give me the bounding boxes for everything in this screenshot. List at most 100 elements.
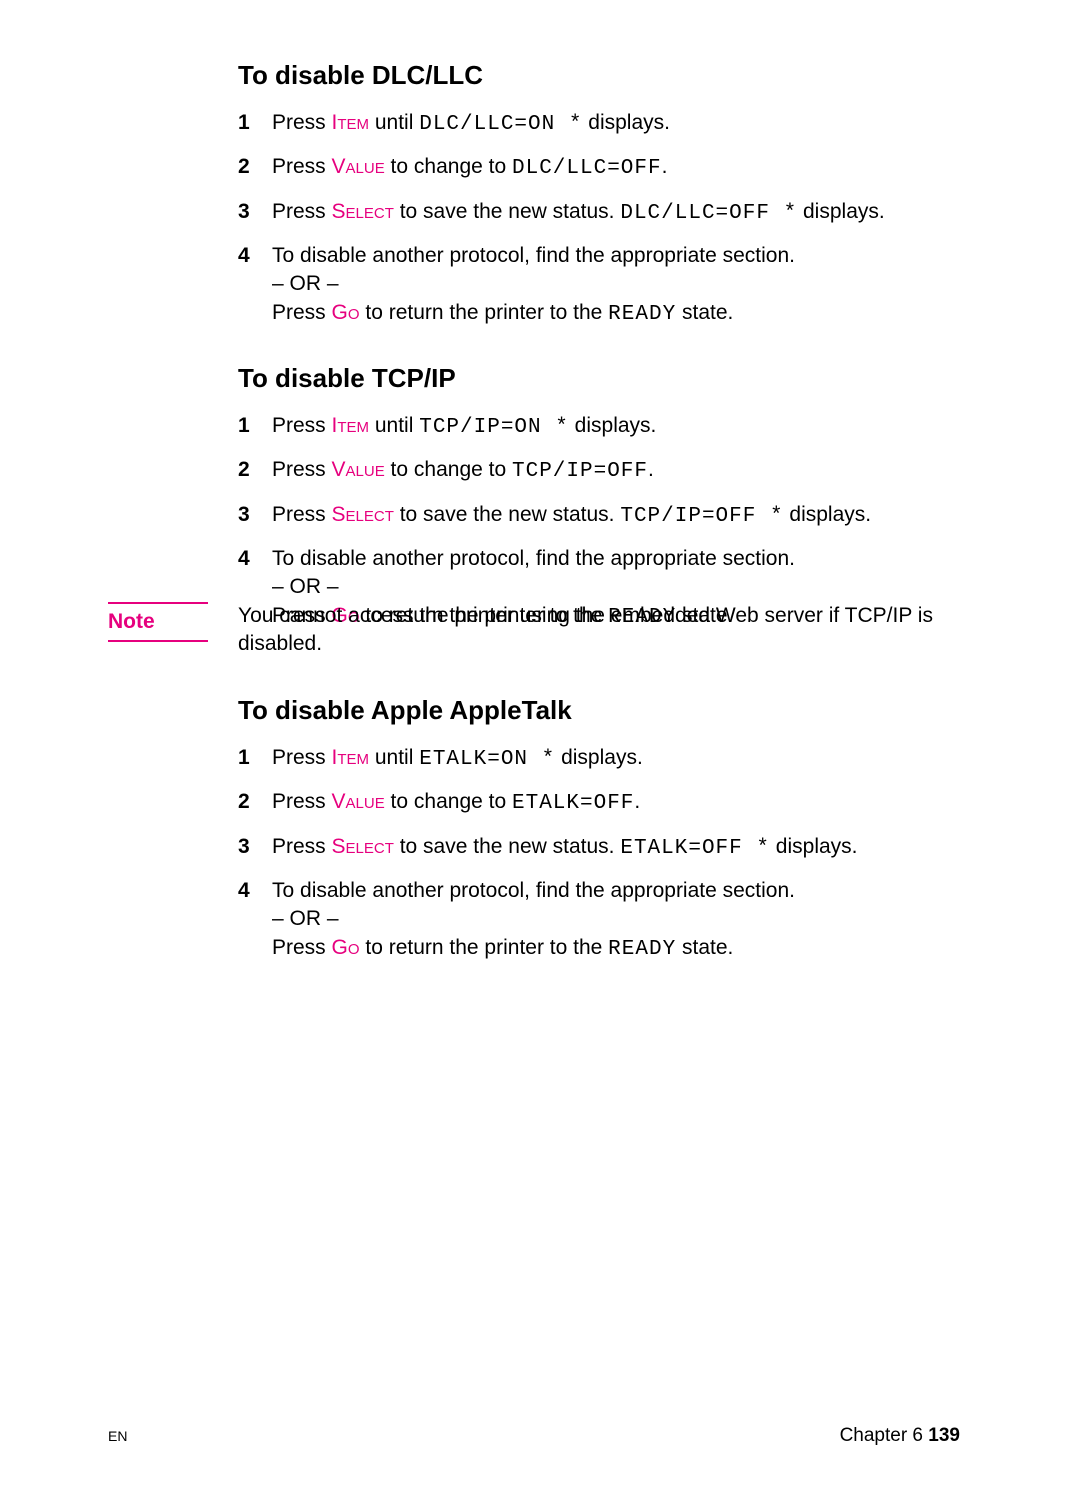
step-body: To disable another protocol, find the ap… xyxy=(272,242,958,329)
text: until xyxy=(369,414,419,437)
step-number: 4 xyxy=(238,242,272,329)
key-select: Select xyxy=(332,835,394,858)
key-select: Select xyxy=(332,200,394,223)
text: displays. xyxy=(770,835,858,858)
step-number: 2 xyxy=(238,153,272,183)
key-value: Value xyxy=(332,790,385,813)
page: To disable DLC/LLC 1 Press Item until DL… xyxy=(0,0,1080,1495)
text: Press xyxy=(272,155,332,178)
heading-tcp: To disable TCP/IP xyxy=(238,363,958,394)
step-number: 3 xyxy=(238,501,272,531)
step-number: 3 xyxy=(238,198,272,228)
text: displays. xyxy=(582,111,670,134)
text: To disable another protocol, find the ap… xyxy=(272,244,795,267)
text: To disable another protocol, find the ap… xyxy=(272,879,795,902)
footer-left: EN xyxy=(108,1428,127,1444)
step-number: 2 xyxy=(238,456,272,486)
lcd-text: DLC/LLC=OFF * xyxy=(620,202,797,225)
text: to change to xyxy=(385,155,512,178)
list-item: 4 To disable another protocol, find the … xyxy=(238,877,958,964)
lcd-text: READY xyxy=(608,303,676,326)
list-item: 3 Press Select to save the new status. E… xyxy=(238,833,958,863)
content-lower: To disable Apple AppleTalk 1 Press Item … xyxy=(238,695,958,978)
text: . xyxy=(634,790,640,813)
text: . xyxy=(662,155,668,178)
text: Press xyxy=(272,936,332,959)
text: . xyxy=(648,458,654,481)
step-number: 3 xyxy=(238,833,272,863)
footer-chapter: Chapter 6 xyxy=(840,1425,929,1446)
key-go: Go xyxy=(332,301,360,324)
lcd-text: ETALK=OFF xyxy=(512,792,634,815)
note-label: Note xyxy=(108,604,238,640)
text: state. xyxy=(676,301,733,324)
content-upper: To disable DLC/LLC 1 Press Item until DL… xyxy=(238,60,958,646)
step-number: 1 xyxy=(238,744,272,774)
step-number: 4 xyxy=(238,877,272,964)
step-number: 1 xyxy=(238,109,272,139)
list-item: 3 Press Select to save the new status. D… xyxy=(238,198,958,228)
text: Press xyxy=(272,458,332,481)
step-body: Press Item until DLC/LLC=ON * displays. xyxy=(272,109,958,139)
note-text: You cannot access the printer using the … xyxy=(238,602,958,659)
list-item: 3 Press Select to save the new status. T… xyxy=(238,501,958,531)
lcd-text: ETALK=OFF * xyxy=(620,837,770,860)
list-item: 1 Press Item until ETALK=ON * displays. xyxy=(238,744,958,774)
key-go: Go xyxy=(332,936,360,959)
text: to return the printer to the xyxy=(360,301,609,324)
text: Press xyxy=(272,746,332,769)
text: until xyxy=(369,746,419,769)
step-number: 2 xyxy=(238,788,272,818)
text: state. xyxy=(676,936,733,959)
text: to change to xyxy=(385,458,512,481)
key-item: Item xyxy=(332,111,370,134)
text: to change to xyxy=(385,790,512,813)
step-body: Press Item until TCP/IP=ON * displays. xyxy=(272,412,958,442)
text: Press xyxy=(272,503,332,526)
text: Press xyxy=(272,200,332,223)
lcd-text: DLC/LLC=OFF xyxy=(512,157,662,180)
step-body: Press Select to save the new status. DLC… xyxy=(272,198,958,228)
note-block: Note You cannot access the printer using… xyxy=(108,602,958,659)
text: displays. xyxy=(784,503,872,526)
note-rule-bottom xyxy=(108,640,208,642)
text: displays. xyxy=(555,746,643,769)
step-body: Press Value to change to ETALK=OFF. xyxy=(272,788,958,818)
key-select: Select xyxy=(332,503,394,526)
text: Press xyxy=(272,835,332,858)
text: Press xyxy=(272,301,332,324)
footer-right: Chapter 6 139 xyxy=(840,1425,960,1447)
text: Press xyxy=(272,790,332,813)
key-value: Value xyxy=(332,458,385,481)
text: until xyxy=(369,111,419,134)
text: Press xyxy=(272,111,332,134)
key-item: Item xyxy=(332,746,370,769)
text: to save the new status. xyxy=(394,503,620,526)
step-body: Press Select to save the new status. TCP… xyxy=(272,501,958,531)
text: To disable another protocol, find the ap… xyxy=(272,547,795,570)
text: to return the printer to the xyxy=(360,936,609,959)
text: displays. xyxy=(569,414,657,437)
footer-page-number: 139 xyxy=(928,1425,960,1446)
step-body: Press Value to change to DLC/LLC=OFF. xyxy=(272,153,958,183)
list-item: 2 Press Value to change to TCP/IP=OFF. xyxy=(238,456,958,486)
note-label-column: Note xyxy=(108,602,238,659)
page-footer: EN Chapter 6 139 xyxy=(108,1425,960,1447)
lcd-text: ETALK=ON * xyxy=(419,748,555,771)
step-body: Press Item until ETALK=ON * displays. xyxy=(272,744,958,774)
lcd-text: TCP/IP=ON * xyxy=(419,416,569,439)
lcd-text: TCP/IP=OFF * xyxy=(620,505,783,528)
list-item: 1 Press Item until DLC/LLC=ON * displays… xyxy=(238,109,958,139)
lcd-text: READY xyxy=(608,938,676,961)
text: to save the new status. xyxy=(394,835,620,858)
step-body: Press Value to change to TCP/IP=OFF. xyxy=(272,456,958,486)
text: – OR – xyxy=(272,907,339,930)
text: Press xyxy=(272,414,332,437)
list-item: 1 Press Item until TCP/IP=ON * displays. xyxy=(238,412,958,442)
heading-etalk: To disable Apple AppleTalk xyxy=(238,695,958,726)
list-item: 2 Press Value to change to DLC/LLC=OFF. xyxy=(238,153,958,183)
step-body: Press Select to save the new status. ETA… xyxy=(272,833,958,863)
text: to save the new status. xyxy=(394,200,620,223)
lcd-text: DLC/LLC=ON * xyxy=(419,113,582,136)
heading-dlc: To disable DLC/LLC xyxy=(238,60,958,91)
